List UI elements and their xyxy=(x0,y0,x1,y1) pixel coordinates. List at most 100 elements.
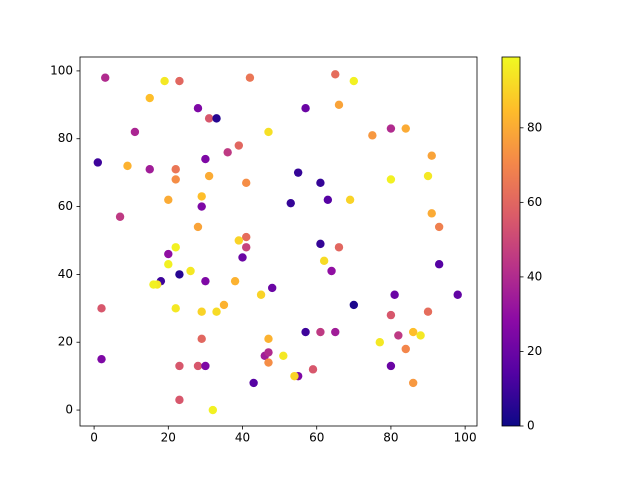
point xyxy=(390,290,399,299)
point xyxy=(408,378,418,388)
point xyxy=(264,348,273,357)
point xyxy=(401,344,410,354)
point xyxy=(201,276,210,286)
point xyxy=(408,327,418,337)
point xyxy=(249,378,258,388)
point xyxy=(423,171,433,181)
point xyxy=(234,236,243,245)
y-tick-label: 80 xyxy=(58,131,73,145)
point xyxy=(349,76,359,86)
point xyxy=(319,256,329,266)
point xyxy=(97,354,106,364)
point xyxy=(171,304,180,313)
point xyxy=(230,276,240,286)
point xyxy=(201,154,210,164)
point xyxy=(427,209,436,218)
point xyxy=(323,195,333,204)
point xyxy=(453,290,462,299)
point xyxy=(279,351,288,360)
point xyxy=(375,338,384,347)
point xyxy=(386,310,396,320)
point xyxy=(208,405,218,415)
point xyxy=(434,222,444,232)
point xyxy=(386,361,396,371)
point xyxy=(316,239,325,249)
colorbar xyxy=(501,56,521,427)
point xyxy=(286,198,295,208)
point xyxy=(164,195,173,204)
colorbar-tick-label: 40 xyxy=(527,269,542,283)
point xyxy=(223,148,232,157)
x-tick-label: 20 xyxy=(161,431,176,445)
point xyxy=(264,358,273,367)
point xyxy=(212,114,221,123)
y-tick-label: 100 xyxy=(50,63,73,77)
point xyxy=(331,70,340,79)
point xyxy=(175,76,184,86)
point xyxy=(345,195,355,204)
point xyxy=(245,73,255,82)
point xyxy=(394,331,403,340)
point xyxy=(123,161,132,171)
point xyxy=(101,73,110,82)
point xyxy=(171,165,180,174)
point xyxy=(219,300,229,310)
point xyxy=(423,307,433,316)
point xyxy=(130,127,140,137)
point xyxy=(416,331,425,340)
point xyxy=(242,232,251,242)
x-tick-label: 100 xyxy=(454,431,477,445)
point xyxy=(301,104,310,113)
point xyxy=(427,151,436,160)
point xyxy=(316,327,325,337)
point xyxy=(290,371,299,381)
point xyxy=(368,131,377,140)
y-tick-label: 40 xyxy=(58,267,73,281)
point xyxy=(197,202,206,211)
y-tick-label: 60 xyxy=(58,199,73,213)
point xyxy=(193,222,203,232)
point xyxy=(186,266,195,276)
point xyxy=(267,283,277,293)
point xyxy=(175,395,184,405)
colorbar-tick-label: 0 xyxy=(527,419,535,433)
point xyxy=(93,158,103,167)
point xyxy=(149,280,158,289)
y-tick-label: 20 xyxy=(58,335,73,349)
point xyxy=(316,178,325,188)
point xyxy=(145,93,154,103)
point xyxy=(171,243,180,252)
point xyxy=(115,212,125,221)
point xyxy=(334,243,344,252)
point xyxy=(242,178,251,188)
point xyxy=(401,124,410,133)
point xyxy=(197,307,206,316)
x-tick-label: 80 xyxy=(383,431,398,445)
point xyxy=(331,327,340,337)
point xyxy=(164,260,173,269)
x-tick-label: 40 xyxy=(235,431,250,445)
point xyxy=(193,104,203,113)
point xyxy=(264,334,273,344)
y-tick-label: 0 xyxy=(65,403,73,417)
point xyxy=(264,127,273,137)
point xyxy=(256,290,266,299)
point xyxy=(212,307,221,316)
colorbar-tick-label: 20 xyxy=(527,344,542,358)
point xyxy=(434,260,444,269)
point xyxy=(234,141,243,150)
point xyxy=(327,266,336,276)
point xyxy=(204,171,214,181)
point xyxy=(204,114,214,123)
colorbar-tick-label: 80 xyxy=(527,120,542,134)
point xyxy=(301,327,310,337)
x-tick-label: 60 xyxy=(309,431,324,445)
point xyxy=(175,361,184,371)
point xyxy=(145,165,154,174)
axes-frame xyxy=(79,56,478,427)
point xyxy=(201,361,210,371)
point xyxy=(197,334,206,344)
point xyxy=(175,270,184,279)
